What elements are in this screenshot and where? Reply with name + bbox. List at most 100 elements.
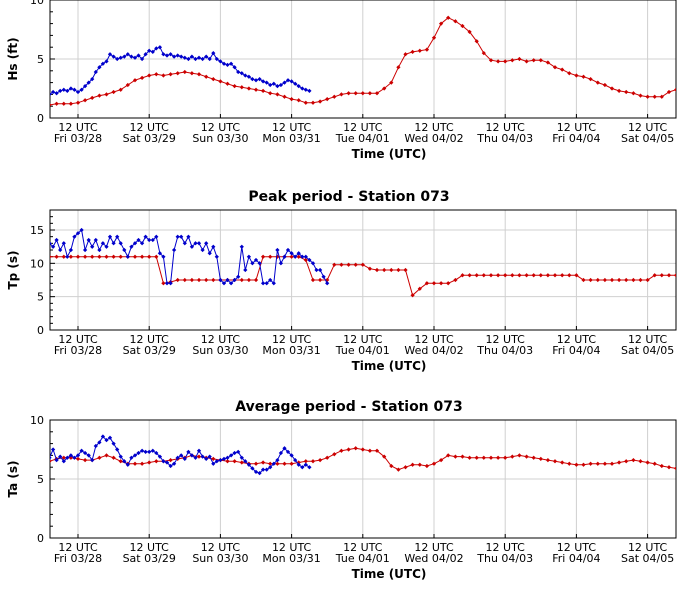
data-point: [115, 234, 120, 239]
data-point: [100, 61, 106, 66]
data-point: [638, 277, 643, 283]
data-point: [50, 254, 52, 259]
data-point: [310, 261, 316, 266]
data-point: [531, 273, 536, 278]
y-axis-title: Tp (s): [6, 250, 20, 289]
data-point: [161, 459, 166, 464]
data-point: [161, 73, 166, 78]
data-point: [118, 241, 123, 246]
data-point: [86, 237, 91, 243]
data-point: [218, 277, 223, 283]
data-point: [225, 62, 230, 68]
data-point: [207, 454, 212, 459]
data-point: [424, 281, 430, 286]
data-point: [681, 91, 685, 95]
data-point: [228, 281, 234, 286]
data-point: [132, 453, 138, 458]
data-point: [154, 234, 159, 239]
x-tick-label: Sat 03/29: [123, 132, 176, 145]
data-point: [403, 465, 408, 470]
x-tick-label: Fri 03/28: [54, 552, 102, 565]
data-point: [538, 456, 543, 462]
x-tick-label: 12 UTC: [628, 121, 668, 134]
data-point: [271, 461, 276, 466]
data-point: [467, 455, 472, 460]
data-point: [257, 470, 262, 476]
data-point: [438, 281, 444, 286]
data-point: [175, 71, 180, 76]
x-tick-label: 12 UTC: [58, 541, 98, 554]
data-point: [129, 455, 134, 460]
data-point: [246, 277, 252, 283]
data-point: [111, 89, 116, 95]
data-point: [211, 244, 216, 249]
data-point: [346, 262, 351, 267]
data-point: [303, 257, 308, 263]
data-point: [524, 273, 529, 278]
data-point: [595, 461, 600, 466]
data-point: [652, 273, 657, 278]
data-point: [154, 254, 159, 259]
data-point: [243, 459, 248, 464]
data-point: [207, 56, 212, 62]
x-tick-label: 12 UTC: [272, 541, 312, 554]
data-point: [196, 277, 202, 283]
data-point: [314, 267, 319, 273]
data-point: [97, 254, 102, 259]
data-point: [250, 466, 255, 471]
data-point: [150, 448, 155, 453]
data-point: [453, 454, 458, 459]
data-point: [268, 461, 273, 466]
data-point: [545, 273, 551, 278]
data-point: [460, 454, 465, 459]
data-point: [68, 254, 74, 259]
data-point: [239, 71, 244, 76]
data-point: [54, 91, 59, 96]
data-point: [232, 450, 237, 456]
data-point: [652, 461, 657, 466]
data-point: [211, 50, 216, 56]
data-point: [168, 463, 173, 469]
x-tick-label: 12 UTC: [486, 541, 526, 554]
x-tick-label: 12 UTC: [343, 121, 383, 134]
data-point: [367, 448, 373, 453]
data-point: [182, 277, 187, 283]
data-point: [196, 55, 202, 60]
data-point: [236, 274, 241, 279]
data-point: [164, 281, 170, 286]
data-point: [289, 461, 294, 466]
data-point: [132, 241, 138, 246]
data-point: [182, 456, 187, 462]
data-point: [260, 467, 266, 472]
data-point: [239, 277, 244, 283]
data-point: [574, 462, 579, 467]
data-point: [374, 448, 380, 453]
data-point: [268, 254, 273, 259]
data-point: [136, 237, 141, 243]
data-point: [616, 460, 622, 465]
data-point: [79, 87, 84, 92]
data-point: [211, 76, 216, 82]
data-point: [154, 72, 159, 77]
data-point: [200, 56, 205, 62]
x-axis-title: Time (UTC): [352, 359, 427, 373]
data-point: [157, 45, 163, 50]
data-point: [168, 457, 173, 463]
data-point: [100, 241, 106, 246]
data-point: [232, 83, 237, 89]
data-point: [90, 254, 95, 259]
data-point: [129, 54, 134, 59]
data-point: [264, 281, 269, 286]
x-tick-label: 12 UTC: [414, 121, 454, 134]
data-point: [225, 459, 230, 464]
plot-frame: [49, 209, 677, 331]
data-point: [495, 455, 501, 460]
data-point: [300, 254, 305, 259]
data-point: [285, 247, 291, 253]
data-point: [97, 65, 102, 70]
data-point: [161, 52, 166, 57]
data-point: [196, 241, 202, 246]
data-point: [189, 453, 195, 458]
data-point: [303, 459, 308, 464]
